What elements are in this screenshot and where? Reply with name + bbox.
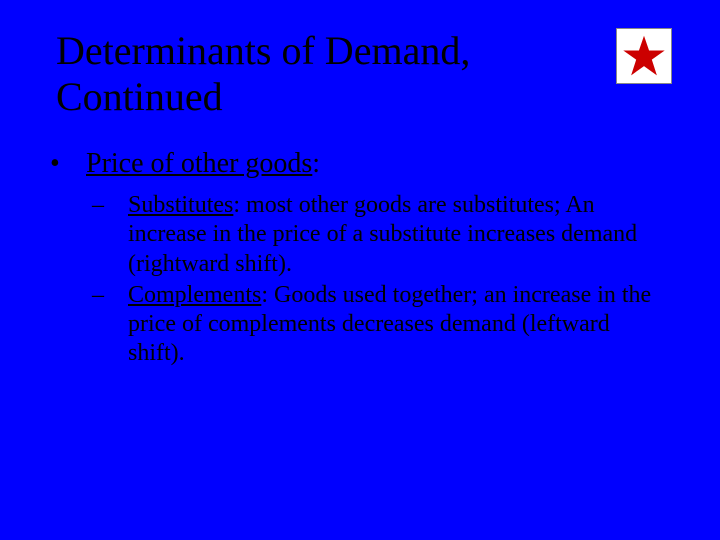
- sub-bullet-substitutes: –Substitutes: most other goods are subst…: [110, 191, 664, 279]
- bullet-label: Price of other goods: [86, 148, 312, 179]
- dash-marker: –: [110, 191, 128, 220]
- bullet-price-other-goods: •Price of other goods:: [68, 146, 664, 181]
- slide: Determinants of Demand, Continued •Price…: [0, 0, 720, 540]
- star-icon: [616, 28, 672, 84]
- slide-title: Determinants of Demand, Continued: [56, 28, 576, 120]
- bullet-marker: •: [68, 146, 86, 181]
- dash-marker: –: [110, 281, 128, 310]
- sub-bullet-complements: –Complements: Goods used together; an in…: [110, 281, 664, 369]
- sub-bullets: –Substitutes: most other goods are subst…: [110, 191, 664, 369]
- sub-term: Substitutes: [128, 192, 233, 218]
- sub-term: Complements: [128, 282, 261, 308]
- bullet-label-tail: :: [312, 148, 320, 179]
